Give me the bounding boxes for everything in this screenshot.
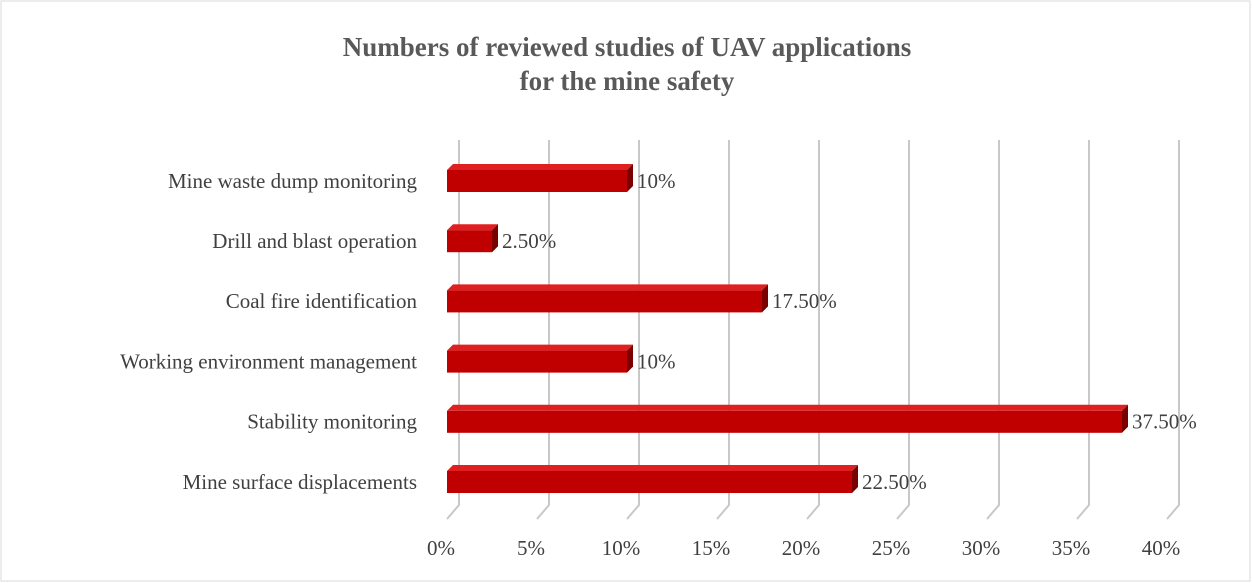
bar — [447, 230, 492, 253]
grid-line — [626, 140, 640, 520]
value-label: 22.50% — [862, 470, 927, 494]
x-tick-label: 25% — [872, 536, 911, 560]
value-label: 37.50% — [1132, 410, 1197, 434]
chart-title: for the mine safety — [520, 66, 735, 96]
grid-line — [536, 140, 550, 520]
bar — [447, 465, 858, 471]
grid-line — [986, 140, 1000, 520]
x-tick-label: 35% — [1052, 536, 1091, 560]
y-tick-label: Coal fire identification — [226, 289, 418, 313]
bar — [447, 290, 762, 313]
bar — [627, 344, 633, 373]
x-tick-label: 15% — [692, 536, 731, 560]
bar — [447, 471, 852, 493]
y-tick-label: Mine waste dump monitoring — [168, 169, 418, 193]
grid-line — [806, 140, 820, 520]
value-label: 2.50% — [502, 229, 556, 253]
bar — [447, 164, 633, 170]
y-tick-label: Drill and blast operation — [212, 229, 417, 253]
value-label: 17.50% — [772, 289, 837, 313]
y-tick-label: Working environment management — [120, 349, 417, 373]
x-tick-label: 30% — [962, 536, 1001, 560]
x-tick-label: 0% — [427, 536, 455, 560]
bar — [447, 170, 627, 192]
value-label: 10% — [637, 349, 676, 373]
bar — [447, 404, 1128, 411]
x-tick-label: 5% — [517, 536, 545, 560]
chart-title: Numbers of reviewed studies of UAV appli… — [343, 32, 912, 62]
bar — [852, 465, 858, 493]
y-tick-label: Stability monitoring — [247, 410, 417, 434]
grid-line — [716, 140, 730, 520]
bar — [447, 224, 498, 231]
x-tick-label: 40% — [1142, 536, 1181, 560]
x-tick-label: 20% — [782, 536, 821, 560]
grid-line — [446, 140, 460, 520]
bar — [1122, 404, 1128, 433]
grid-line — [1166, 140, 1180, 520]
bar — [447, 410, 1122, 433]
bar — [447, 284, 768, 291]
grid-line — [1076, 140, 1090, 520]
bar — [447, 344, 633, 351]
bar — [447, 350, 627, 373]
x-tick-label: 10% — [602, 536, 641, 560]
bar — [762, 284, 768, 313]
grid-line — [896, 140, 910, 520]
bar — [627, 164, 633, 192]
y-tick-label: Mine surface displacements — [183, 470, 417, 494]
bar — [492, 224, 498, 253]
value-label: 10% — [637, 169, 676, 193]
